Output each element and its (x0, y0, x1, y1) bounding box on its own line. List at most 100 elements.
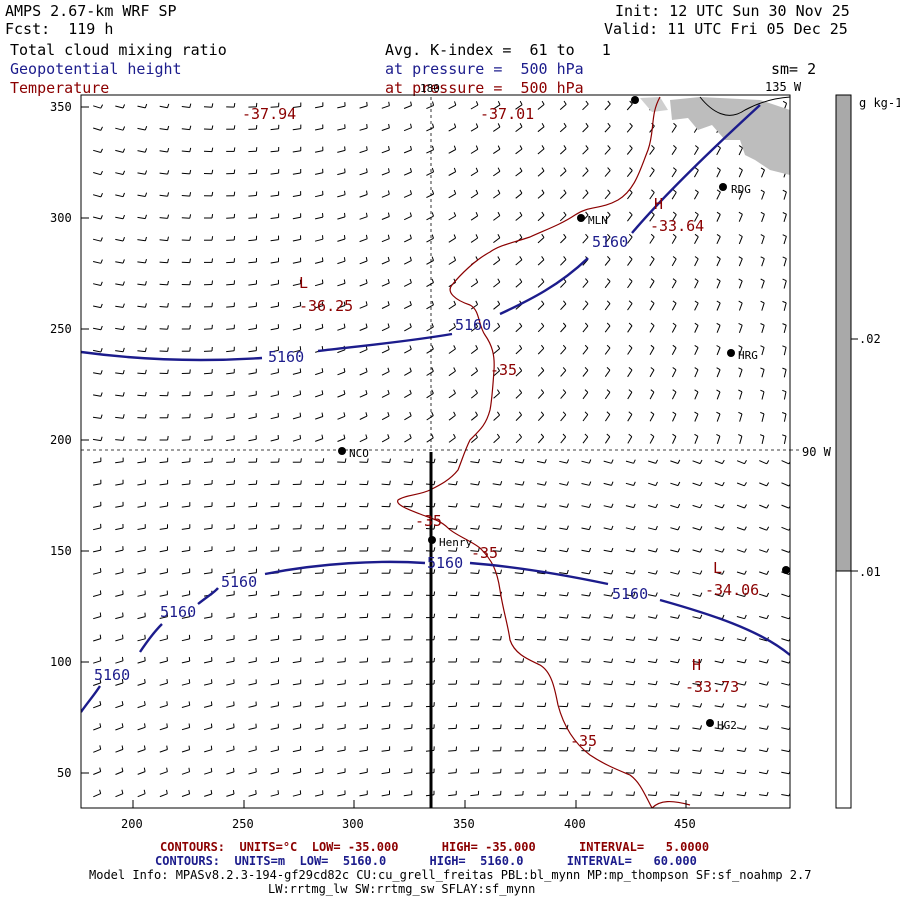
colorbar-unit: g kg-1 (859, 96, 900, 110)
wind-barb-flag (166, 723, 168, 728)
wind-barb-flag (672, 367, 677, 371)
wind-barb-flag (566, 481, 569, 486)
wind-barb-flag (189, 125, 192, 130)
wind-barb (670, 482, 679, 487)
wind-barb (649, 436, 655, 444)
wind-barb-flag (566, 525, 569, 530)
wind-barb (270, 528, 279, 530)
wind-barb (647, 527, 657, 531)
wind-barb (448, 104, 457, 110)
wind-barb (714, 571, 723, 575)
wind-barb (270, 749, 279, 753)
wind-barb-flag (475, 101, 479, 106)
wind-barb-flag (455, 657, 458, 663)
wind-barb-flag (99, 634, 102, 639)
wind-barb-flag (760, 234, 765, 237)
wind-barb (537, 259, 545, 266)
wind-barb (492, 794, 501, 796)
wind-barb-flag (694, 344, 699, 349)
wind-barb-flag (475, 300, 479, 305)
wind-barb-flag (167, 125, 170, 130)
wind-barb (714, 593, 723, 597)
wind-barb-flag (522, 658, 525, 663)
wind-barb-flag (606, 367, 611, 371)
wind-barb (226, 483, 235, 486)
wind-barb (761, 369, 765, 378)
wind-barb (203, 416, 213, 419)
wind-barb (470, 550, 479, 552)
wind-barb (604, 281, 611, 289)
wind-barb (137, 527, 146, 530)
wind-barb (248, 239, 257, 242)
wind-barb (559, 126, 567, 133)
wind-barb (736, 571, 745, 575)
wind-barb-flag (344, 524, 347, 529)
wind-barb-flag (343, 301, 346, 306)
wind-barb (581, 572, 590, 575)
wind-barb-flag (409, 301, 412, 306)
wind-barb-flag (629, 122, 633, 127)
wind-barb (248, 616, 257, 619)
wind-barb-flag (782, 234, 787, 237)
wind-barb-flag (409, 345, 412, 350)
wind-barb (648, 482, 656, 487)
wind-barb (248, 283, 257, 286)
wind-barb (292, 660, 301, 664)
wind-barb (514, 505, 523, 508)
wind-barb-flag (366, 146, 368, 151)
wind-barb (627, 436, 633, 444)
wind-barb-flag (500, 569, 502, 574)
wind-barb (448, 527, 457, 530)
wind-barb-flag (233, 767, 235, 772)
wind-barb-flag (389, 458, 391, 463)
wind-barb (403, 461, 412, 464)
wind-barb (159, 306, 168, 308)
wind-barb (270, 194, 279, 197)
wind-barb-flag (541, 211, 545, 216)
wind-barb (670, 705, 679, 708)
wind-barb (448, 750, 457, 752)
wind-barb (204, 793, 212, 797)
wind-barb-flag (344, 480, 347, 485)
wind-barb-flag (321, 434, 324, 439)
wind-barb (493, 303, 501, 310)
wind-barb (181, 172, 190, 175)
wind-barb-flag (99, 590, 102, 595)
wind-barb-flag (211, 258, 213, 263)
wind-barb-flag (738, 345, 743, 348)
wind-barb (248, 305, 257, 308)
wind-barb-flag (121, 656, 124, 661)
wind-barb (649, 369, 655, 378)
height-label: 5160 (160, 603, 197, 621)
wind-barb-flag (716, 233, 721, 238)
wind-barb (736, 527, 745, 531)
wind-barb (270, 150, 279, 153)
wind-barb-flag (588, 503, 592, 508)
wind-barb (582, 192, 589, 200)
wind-barb (426, 370, 434, 376)
wind-barb (559, 170, 567, 177)
wind-barb (337, 749, 346, 752)
wind-barb (226, 328, 235, 330)
wind-barb (515, 215, 523, 221)
wind-barb (181, 638, 190, 642)
wind-barb-flag (321, 301, 324, 306)
wind-barb (448, 483, 457, 486)
wind-barb (448, 772, 457, 774)
wind-barb (781, 704, 790, 708)
wind-barb (137, 194, 146, 197)
wind-barb (381, 304, 390, 309)
temperature-contours (397, 96, 691, 808)
wind-barb-flag (585, 100, 589, 105)
wind-barb (560, 259, 567, 266)
wind-barb-flag (540, 433, 545, 438)
wind-barb-flag (699, 791, 702, 796)
wind-barb (292, 594, 301, 597)
wind-barb (337, 194, 346, 198)
wind-barb-flag (144, 413, 147, 419)
wind-barb-flag (409, 323, 412, 328)
wind-barb-flag (522, 746, 524, 751)
wind-barb-flag (475, 367, 479, 372)
wind-barb-flag (122, 634, 124, 639)
wind-barb (448, 326, 456, 332)
